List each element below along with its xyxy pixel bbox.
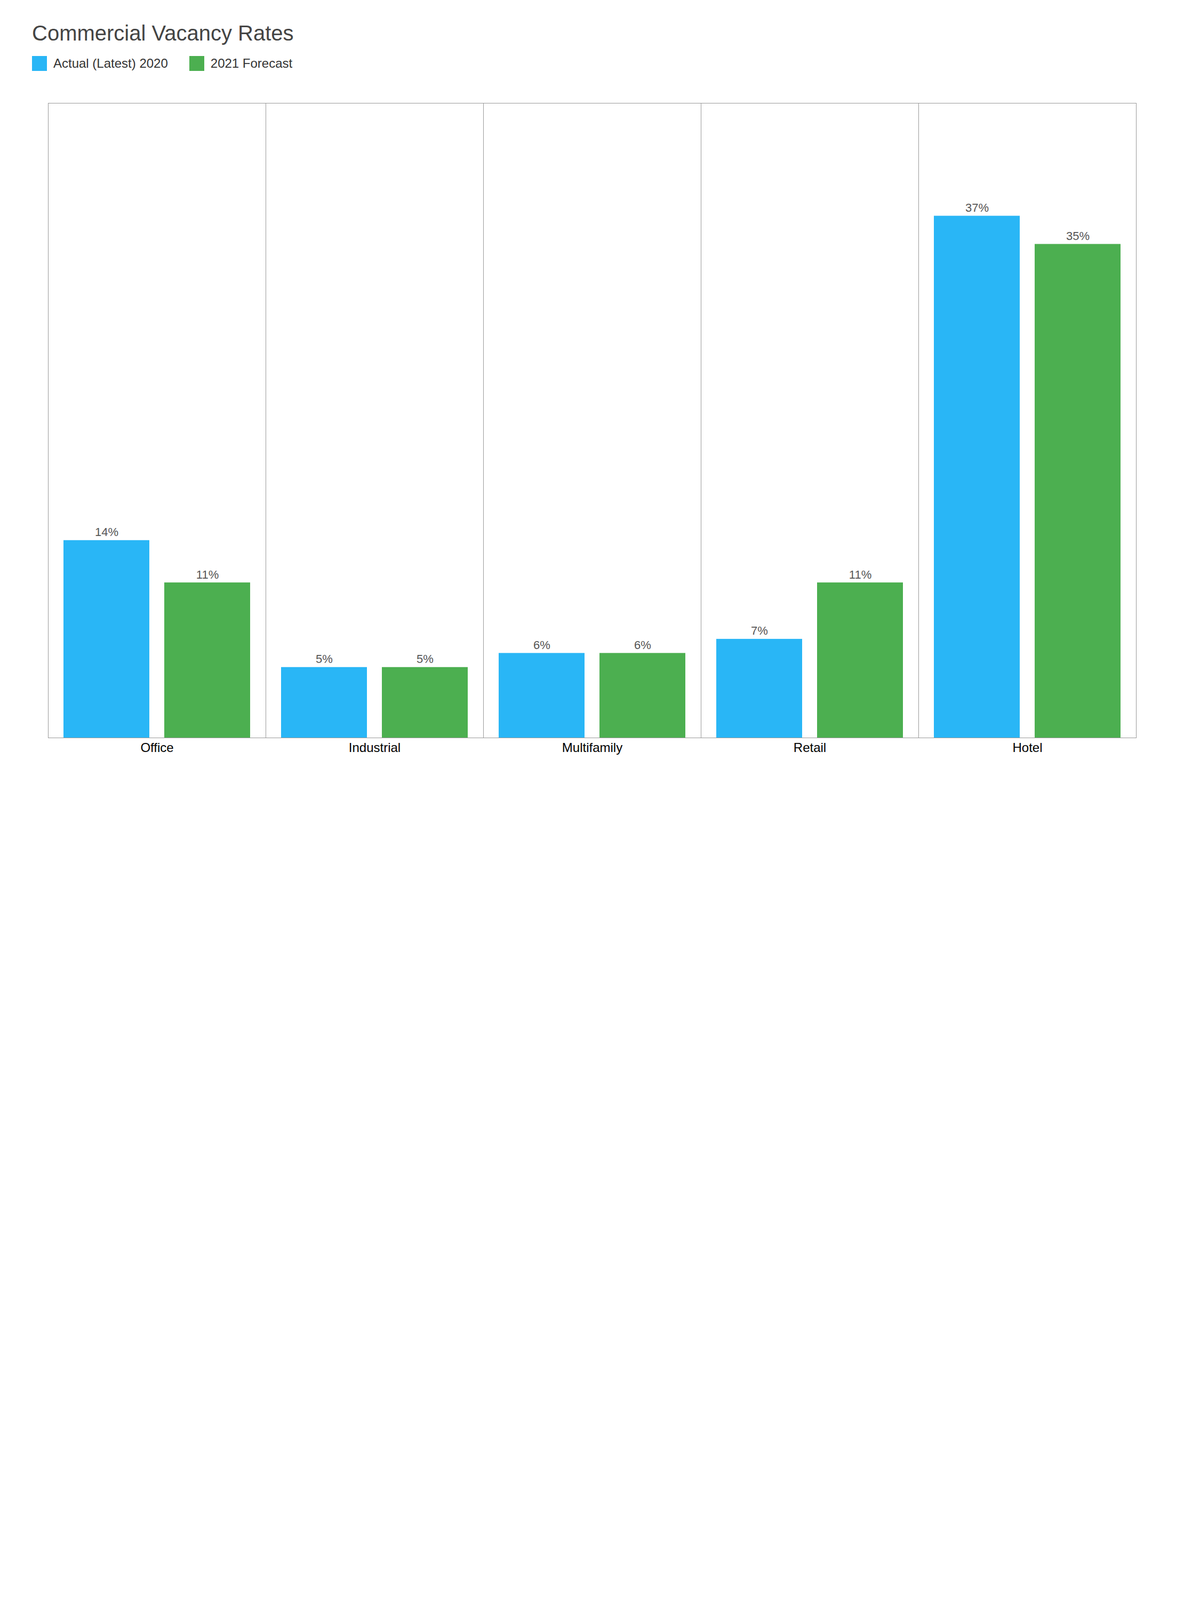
html-text:Commercial Vacancy Rates: Commercial Vacancy Rates — [32, 21, 294, 45]
html-text:Actual (Latest) 2020: Actual (Latest) 2020 — [53, 56, 168, 71]
svg-text:7%: 7% — [750, 624, 768, 638]
svg-text:11%: 11% — [196, 568, 219, 582]
svg-text:5%: 5% — [416, 652, 434, 666]
svg-text:14%: 14% — [94, 525, 119, 539]
svg-text:5%: 5% — [315, 652, 333, 666]
svg-text:Retail: Retail — [793, 740, 827, 755]
svg-text:Multifamily: Multifamily — [562, 740, 623, 755]
svg-text:Industrial: Industrial — [348, 740, 401, 755]
svg-text:35%: 35% — [1066, 229, 1090, 243]
svg-text:6%: 6% — [533, 638, 551, 652]
svg-text:6%: 6% — [634, 638, 652, 652]
svg-text:Hotel: Hotel — [1012, 740, 1043, 755]
svg-text:37%: 37% — [965, 201, 989, 215]
svg-text:11%: 11% — [849, 568, 872, 582]
svg-text:Office: Office — [140, 740, 174, 755]
html-text:2021 Forecast: 2021 Forecast — [210, 56, 293, 71]
